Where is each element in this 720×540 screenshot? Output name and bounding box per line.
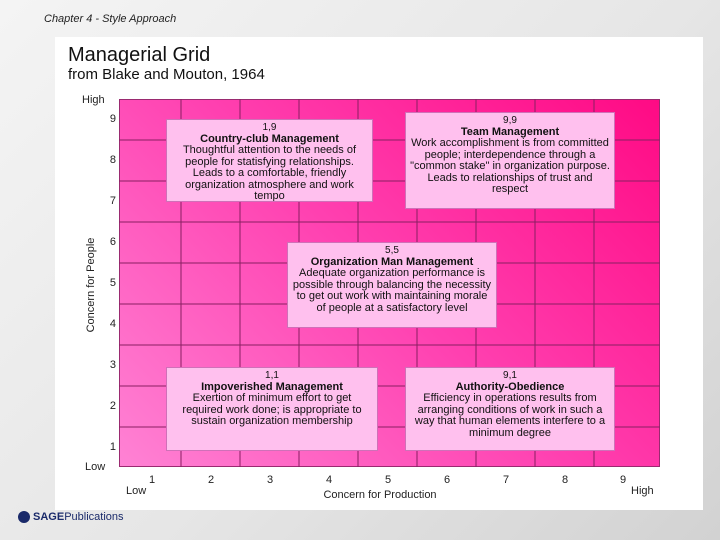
slide-subtitle: from Blake and Mouton, 1964	[68, 66, 265, 83]
x-tick: 4	[325, 474, 333, 486]
y-tick: 3	[109, 359, 116, 371]
x-tick: 2	[207, 474, 215, 486]
logo-rest: Publications	[64, 511, 124, 523]
style-box-team: 9,9 Team Management Work accomplishment …	[405, 112, 615, 209]
style-description: Thoughtful attention to the needs of peo…	[182, 144, 357, 202]
style-code: 1,9	[262, 122, 277, 133]
y-tick: 9	[109, 113, 116, 125]
y-high-label: High	[82, 94, 105, 106]
x-tick: 5	[384, 474, 392, 486]
style-box-authority-obedience: 9,1 Authority-Obedience Efficiency in op…	[405, 367, 615, 451]
managerial-grid: 1,9 Country-club Management Thoughtful a…	[119, 99, 660, 467]
y-tick: 6	[109, 236, 116, 248]
y-tick: 4	[109, 318, 116, 330]
style-code: 9,9	[503, 115, 517, 126]
style-description: Adequate organization performance is pos…	[292, 267, 492, 314]
x-tick: 3	[266, 474, 274, 486]
sage-logo: SAGE Publications	[18, 511, 124, 523]
x-tick: 1	[148, 474, 156, 486]
style-name: Authority-Obedience	[455, 380, 565, 393]
style-code: 1,1	[265, 370, 279, 381]
x-tick: 9	[619, 474, 627, 486]
style-name: Organization Man Management	[310, 255, 474, 268]
chapter-label: Chapter 4 - Style Approach	[44, 13, 177, 25]
y-tick: 1	[109, 441, 116, 453]
x-tick: 8	[561, 474, 569, 486]
x-low-label: Low	[126, 485, 147, 497]
logo-brand: SAGE	[33, 511, 65, 523]
style-code: 9,1	[503, 370, 517, 381]
y-low-label: Low	[85, 461, 106, 473]
y-tick: 5	[109, 277, 116, 289]
style-description: Exertion of minimum effort to get requir…	[182, 392, 362, 427]
style-code: 5,5	[385, 245, 399, 256]
style-name: Team Management	[460, 125, 560, 138]
slide-title: Managerial Grid	[68, 44, 211, 66]
y-axis-label: Concern for People	[85, 237, 97, 333]
x-tick: 6	[443, 474, 451, 486]
style-box-organization-man: 5,5 Organization Man Management Adequate…	[287, 242, 497, 328]
x-tick: 7	[502, 474, 510, 486]
x-axis-label: Concern for Production	[323, 489, 437, 501]
style-description: Efficiency in operations results from ar…	[414, 392, 606, 439]
y-tick: 8	[109, 154, 116, 166]
y-tick: 7	[109, 195, 116, 207]
style-box-country-club: 1,9 Country-club Management Thoughtful a…	[166, 119, 373, 202]
sage-logo-icon	[18, 511, 30, 523]
style-box-impoverished: 1,1 Impoverished Management Exertion of …	[166, 367, 378, 451]
style-description: Work accomplishment is from committed pe…	[410, 137, 610, 195]
style-name: Impoverished Management	[201, 380, 343, 393]
x-high-label: High	[631, 485, 654, 497]
y-tick: 2	[109, 400, 116, 412]
style-name: Country-club Management	[200, 132, 339, 145]
